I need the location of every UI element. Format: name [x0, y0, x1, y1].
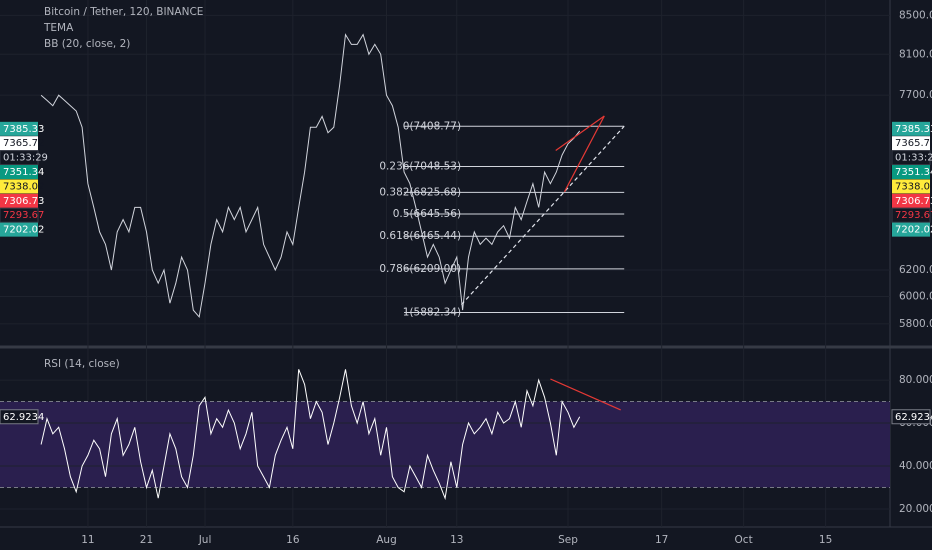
fib-label: 1(5882.34) — [403, 306, 461, 318]
price-label: 7365.72 — [895, 138, 932, 149]
trendline — [555, 115, 605, 151]
price-label-box — [892, 179, 930, 194]
price-label: 01:33:29 — [3, 153, 48, 164]
x-tick-label: 15 — [819, 534, 832, 546]
current-value: 62.9234 — [3, 412, 44, 423]
current-value-box — [891, 409, 931, 425]
x-tick-label: 17 — [655, 534, 668, 546]
y-tick-label: 6000.00 — [899, 290, 932, 302]
price-label-box — [892, 136, 930, 151]
series-line — [40, 33, 581, 319]
x-tick-label: 13 — [450, 534, 463, 546]
y-tick-label: 6200.00 — [899, 264, 932, 276]
y-tick-label: 5800.00 — [899, 318, 932, 330]
price-label: 7293.67 — [3, 210, 44, 221]
y-tick-label: 8100.00 — [899, 48, 932, 60]
x-tick-label: Sep — [558, 534, 578, 546]
price-label-box — [0, 165, 38, 180]
price-label: 7385.33 — [895, 124, 932, 135]
price-label: 7202.02 — [3, 225, 44, 236]
x-tick-label: Jul — [198, 534, 212, 546]
series-line — [40, 369, 581, 501]
y-tick-label: 80.0000 — [899, 374, 932, 386]
price-label-box — [892, 222, 930, 237]
fib-label: 0.618(6465.44) — [379, 230, 461, 242]
price-label: 7351.34 — [895, 167, 932, 178]
price-label: 7293.67 — [895, 210, 932, 221]
x-tick-label: 21 — [140, 534, 153, 546]
fib-label: 0.382(6825.68) — [379, 186, 461, 198]
fib-label: 0.236(7048.53) — [379, 161, 461, 173]
price-label-box — [891, 150, 931, 166]
indicator-label: BB (20, close, 2) — [44, 38, 130, 50]
fib-label: 0(7408.77) — [403, 120, 461, 132]
rsi-band — [0, 401, 890, 488]
price-label: 7385.33 — [3, 124, 44, 135]
x-tick-label: Oct — [735, 534, 753, 546]
y-tick-label: 20.0000 — [899, 503, 932, 515]
indicator-label: TEMA — [43, 22, 74, 34]
current-value-box — [0, 409, 39, 425]
price-label: 7306.73 — [895, 196, 932, 207]
current-value: 62.9234 — [895, 412, 932, 423]
price-label-box — [892, 165, 930, 180]
price-label-box — [0, 193, 38, 208]
price-label-box — [0, 136, 38, 151]
price-label-box — [0, 207, 39, 223]
x-tick-label: 16 — [286, 534, 300, 546]
price-label-box — [891, 207, 931, 223]
rsi-title: RSI (14, close) — [44, 358, 120, 370]
price-label: 01:33:29 — [895, 153, 932, 164]
trendline — [563, 115, 605, 193]
x-tick-label: Aug — [376, 534, 397, 546]
fib-label: 0.5(6645.56) — [393, 208, 461, 220]
price-label: 7365.72 — [3, 138, 44, 149]
price-label-box — [0, 150, 39, 166]
price-label-box — [0, 222, 38, 237]
price-label: 7338.02 — [895, 181, 932, 192]
price-label-box — [0, 121, 38, 136]
x-tick-label: 11 — [81, 534, 94, 546]
trendline — [550, 378, 621, 411]
y-tick-label: 40.0000 — [899, 460, 932, 472]
price-label-box — [892, 121, 930, 136]
trendline — [461, 125, 625, 306]
price-label-box — [892, 193, 930, 208]
price-label: 7338.02 — [3, 181, 44, 192]
price-label-box — [0, 179, 38, 194]
fib-label: 0.786(6209.00) — [379, 263, 461, 275]
plot-area: 0(7408.77) 0.236(7048.53) 0.382(6825.68) 0.… — [0, 0, 890, 527]
price-label: 7351.34 — [3, 167, 44, 178]
y-tick-label: 8500.00 — [899, 9, 932, 21]
price-label: 7306.73 — [3, 196, 44, 207]
chart-title: Bitcoin / Tether, 120, BINANCE — [44, 6, 203, 18]
price-label: 7202.02 — [895, 225, 932, 236]
y-tick-label: 7700.00 — [899, 89, 932, 101]
